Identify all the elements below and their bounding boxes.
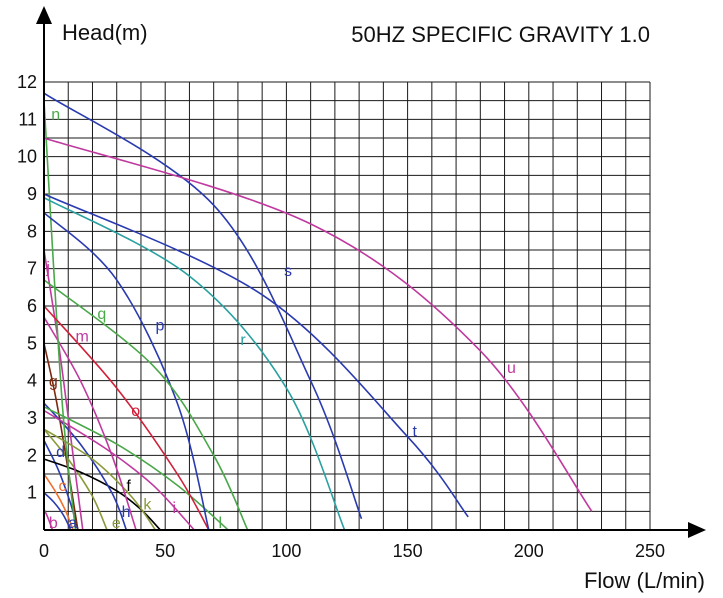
y-tick-label: 5 (27, 333, 37, 353)
y-tick-label: 11 (18, 109, 37, 129)
curve-g (43, 343, 79, 531)
x-tick-label: 250 (635, 541, 665, 561)
y-tick-label: 6 (27, 296, 37, 316)
curve-label-l: l (219, 515, 223, 532)
curve-label-k: k (143, 496, 152, 513)
curve-p (43, 212, 210, 531)
y-axis-title: Head(m) (62, 20, 148, 45)
curves (43, 92, 593, 531)
curve-j (43, 249, 84, 531)
y-axis-arrow (36, 6, 52, 24)
curve-r (43, 196, 346, 531)
curve-a (43, 492, 72, 531)
curve-label-u: u (507, 360, 516, 377)
curve-label-h: h (122, 504, 131, 521)
grid (43, 81, 651, 531)
curve-label-m: m (76, 328, 89, 345)
x-tick-label: 100 (271, 541, 301, 561)
curve-u (43, 137, 593, 512)
curve-o (43, 305, 210, 531)
axes (36, 6, 706, 538)
curve-label-c: c (59, 478, 67, 495)
curve-label-g: g (49, 373, 58, 390)
x-tick-label: 150 (393, 541, 423, 561)
curve-label-f: f (126, 478, 131, 495)
curve-label-j: j (45, 259, 50, 276)
y-tick-label: 2 (27, 445, 37, 465)
y-tick-label: 10 (17, 147, 37, 167)
x-tick-label: 0 (39, 541, 49, 561)
curve-label-o: o (131, 403, 140, 420)
curve-label-s: s (284, 263, 292, 280)
curve-label-q: q (97, 306, 106, 323)
curve-q (43, 279, 249, 531)
y-tick-label: 3 (27, 408, 37, 428)
x-tick-label: 50 (155, 541, 175, 561)
y-tick-label: 9 (27, 184, 37, 204)
curve-label-r: r (240, 332, 246, 349)
x-axis-arrow (688, 522, 706, 538)
curve-m (43, 316, 137, 531)
curve-n (43, 100, 77, 531)
curve-label-t: t (412, 424, 417, 441)
y-tick-label: 7 (27, 259, 37, 279)
chart-title: 50HZ SPECIFIC GRAVITY 1.0 (351, 22, 650, 47)
y-tick-label: 8 (27, 221, 37, 241)
x-tick-labels: 0 50 100 150 200 250 (39, 541, 665, 561)
y-tick-label: 1 (27, 483, 37, 503)
curve-label-e: e (112, 515, 121, 532)
curve-labels: ab cd e f g h i j k l m n o p q r s t u (45, 106, 515, 532)
x-axis-title: Flow (L/min) (584, 568, 705, 593)
y-tick-label: 4 (27, 371, 37, 391)
curve-label-n: n (51, 106, 60, 123)
x-tick-label: 200 (514, 541, 544, 561)
curve-l (43, 406, 229, 531)
curve-e (43, 428, 108, 531)
curve-c (43, 473, 74, 531)
curve-label-b: b (49, 515, 58, 532)
curve-label-i: i (172, 500, 176, 517)
curve-label-a: a (68, 515, 77, 532)
curve-label-p: p (156, 317, 165, 334)
curve-t (43, 193, 469, 518)
curve-s (43, 92, 363, 520)
curve-label-d: d (56, 444, 65, 461)
y-tick-label: 12 (17, 72, 37, 92)
